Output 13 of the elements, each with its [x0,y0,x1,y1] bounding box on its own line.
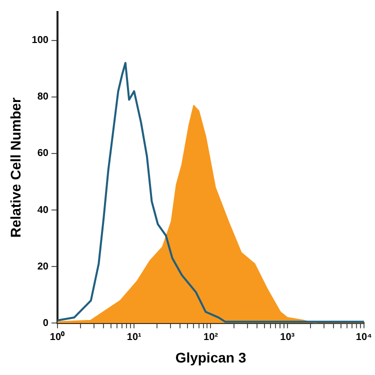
y-tick-label: 100 [32,35,49,46]
x-tick-label: 10³ [280,332,296,343]
x-tick-label: 10¹ [126,332,142,343]
y-tick-label: 20 [37,261,49,272]
y-axis-title: Relative Cell Number [7,97,24,238]
y-tick-label: 0 [42,318,49,329]
y-tick-label: 80 [37,92,49,103]
x-axis-title: Glypican 3 [175,349,246,366]
x-tick-label: 10⁴ [356,332,372,343]
y-tick-label: 60 [37,148,49,160]
y-tick-label: 40 [37,204,49,216]
x-tick-label: 10² [204,332,219,343]
x-tick-label: 10⁰ [50,330,66,343]
